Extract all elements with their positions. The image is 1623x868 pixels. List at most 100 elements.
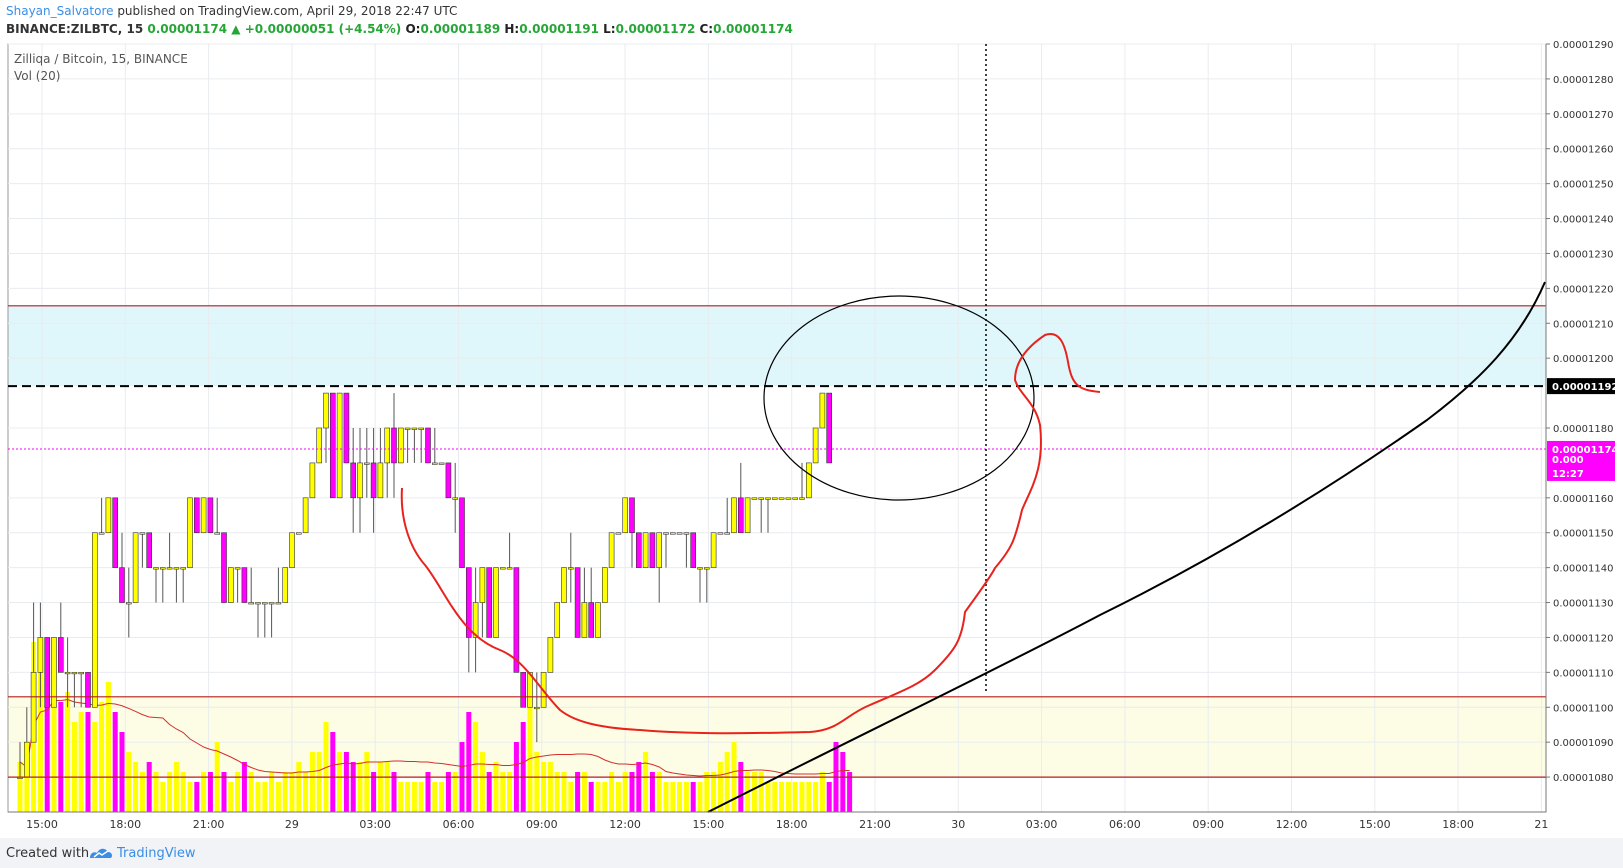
open-value: 0.00001189	[420, 22, 501, 36]
candle	[78, 672, 84, 708]
candle-body	[357, 462, 363, 499]
volume-bar	[377, 762, 383, 812]
red-forecast-path	[400, 333, 1101, 735]
candle-body	[411, 427, 418, 430]
price-tick-label: 0.00001280	[1553, 75, 1613, 86]
price-tick-label: 0.00001120	[1553, 633, 1613, 644]
price-chart[interactable]: 15:00 18:00 21:00 29 03:00 06:00 09:00 12:00 15:…	[0, 0, 1623, 838]
time-tick-label: 09:00	[526, 818, 558, 831]
candle-body	[676, 532, 683, 535]
candle	[452, 462, 459, 533]
candle	[289, 532, 295, 568]
candle-body	[85, 672, 91, 708]
candle	[493, 567, 499, 638]
volume-bar	[24, 772, 30, 812]
volume-bar	[17, 762, 23, 812]
author-link[interactable]: Shayan_Salvatore	[6, 4, 114, 18]
candle-body	[493, 567, 499, 638]
candle	[649, 532, 656, 568]
candle-body	[261, 602, 268, 605]
candle	[520, 672, 527, 708]
candle-body	[377, 462, 384, 499]
candle	[98, 497, 105, 535]
candle-body	[295, 532, 302, 535]
price-change: +0.00000051 (+4.54%)	[244, 22, 402, 36]
candle-body	[57, 637, 64, 673]
volume-bar	[643, 752, 649, 812]
volume-bar	[371, 772, 377, 812]
candle	[166, 532, 173, 570]
volume-bar	[425, 772, 431, 812]
tradingview-link[interactable]: TradingView	[117, 846, 196, 861]
time-tick-label: 18:00	[109, 818, 141, 831]
candle-body	[499, 567, 506, 570]
volume-bar	[146, 762, 152, 812]
volume-bar	[343, 752, 349, 812]
volume-bar	[71, 722, 77, 812]
volume-bar	[547, 762, 553, 812]
price-tick-label: 0.00001250	[1553, 180, 1613, 191]
candle-body	[289, 532, 295, 568]
candle-body	[635, 532, 642, 568]
volume-bar	[139, 772, 145, 812]
volume-bar	[541, 762, 547, 812]
volume-bar	[826, 782, 832, 812]
candle	[105, 497, 112, 534]
candle-body	[758, 497, 765, 500]
time-axis[interactable]: 15:00 18:00 21:00 29 03:00 06:00 09:00 12:00 15:…	[8, 811, 1548, 831]
volume-bar	[405, 782, 411, 812]
price-label-box: 0.000	[1547, 454, 1615, 467]
candle-body	[649, 532, 656, 568]
candle-body	[316, 427, 323, 464]
chart-legend-title: Zilliqa / Bitcoin, 15, BINANCE	[14, 52, 188, 66]
candle-body	[391, 427, 397, 464]
candle	[499, 567, 506, 570]
candle	[629, 497, 635, 568]
high-label: H:	[504, 22, 520, 36]
candle	[826, 392, 833, 464]
volume-bar	[275, 782, 281, 812]
candle	[207, 497, 214, 534]
volume-bar	[37, 672, 43, 812]
close-value: 0.00001174	[713, 22, 793, 36]
candle	[737, 462, 744, 534]
candle	[377, 428, 384, 499]
volume-ma-line	[19, 698, 850, 777]
time-tick-label: 09:00	[1192, 818, 1224, 831]
candle-body	[656, 532, 663, 568]
candle-body	[574, 567, 581, 638]
candle	[812, 427, 819, 464]
candle	[64, 637, 71, 708]
candle-body	[214, 532, 220, 535]
candle-body	[309, 462, 316, 499]
candle-body	[248, 602, 254, 605]
candle	[221, 532, 227, 603]
candle	[71, 672, 78, 708]
candle-body	[547, 637, 554, 673]
volume-bar	[309, 752, 315, 812]
candle-body	[180, 567, 186, 570]
volume-bar	[561, 772, 567, 812]
candle-body	[513, 567, 520, 673]
time-tick-label: 15:00	[693, 818, 725, 831]
candle	[275, 567, 282, 605]
volume-bar	[554, 772, 560, 812]
candle-body	[465, 567, 472, 638]
volume-bar	[819, 772, 825, 812]
candle-body	[792, 497, 799, 500]
volume-bar	[337, 752, 343, 812]
candle	[744, 497, 751, 534]
candle-body	[404, 427, 411, 430]
volume-bar	[173, 762, 179, 812]
candle	[92, 532, 98, 708]
candle-body	[146, 532, 152, 568]
candle	[601, 567, 608, 603]
price-axis[interactable]: 0.00001290 0.00001280 0.00001270 0.00001260…	[1545, 40, 1618, 812]
candle-body	[71, 672, 78, 675]
candle-body	[336, 392, 343, 499]
resistance-zone	[8, 305, 1546, 387]
volume-bar	[575, 772, 581, 812]
price-tick-label: 0.00001220	[1553, 284, 1613, 295]
volume-bar	[717, 762, 723, 812]
candle	[180, 567, 186, 603]
